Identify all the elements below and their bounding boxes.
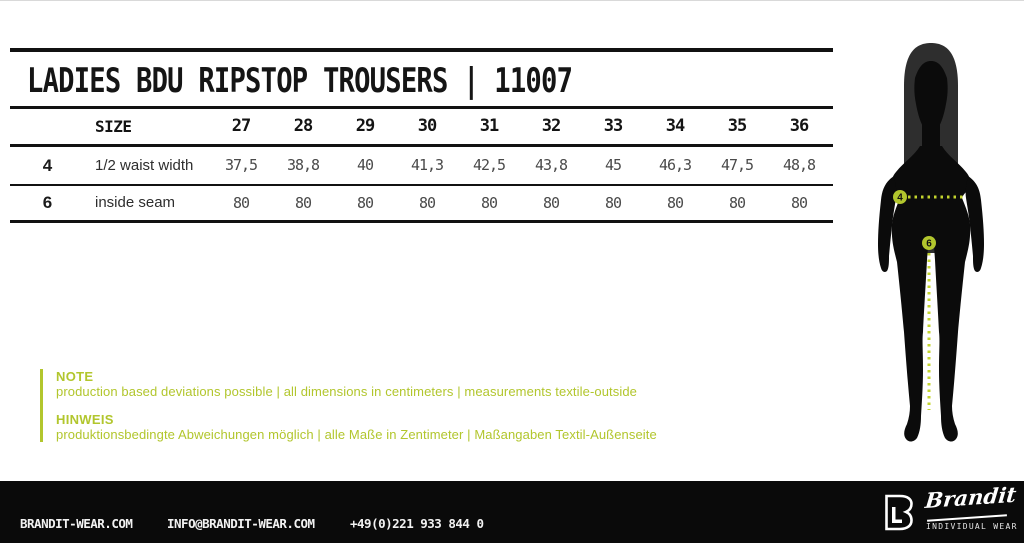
value-cell: 80 [232, 194, 250, 212]
rule-top [10, 48, 833, 52]
inseam-marker-circle [922, 236, 936, 250]
size-header: 34 [665, 116, 685, 136]
value-cell: 48,8 [782, 156, 816, 174]
note-heading-en: NOTE [56, 369, 94, 384]
value-cell: 43,8 [534, 156, 568, 174]
body-silhouette-figure: 4 6 [878, 43, 984, 442]
size-header: 35 [727, 116, 747, 136]
inseam-marker-label: 6 [926, 239, 932, 250]
value-cell: 80 [542, 194, 560, 212]
neck-shape [922, 124, 940, 152]
size-header: 28 [293, 116, 313, 136]
face-shape [914, 61, 948, 137]
notes-section: NOTE production based deviations possibl… [40, 369, 700, 442]
rule-below-title [10, 106, 833, 109]
note-heading-de: HINWEIS [56, 412, 114, 427]
size-header: 31 [479, 116, 499, 136]
body-shape [891, 146, 971, 442]
top-border [0, 0, 1024, 1]
waist-marker-label: 4 [897, 193, 903, 204]
value-cell: 46,3 [658, 156, 692, 174]
footer-website-link[interactable]: BRANDIT-WEAR.COM [20, 516, 133, 531]
value-cell: 42,5 [472, 156, 506, 174]
value-cell: 80 [666, 194, 684, 212]
left-arm-shape [878, 176, 897, 272]
value-cell: 80 [356, 194, 374, 212]
row-label: 1/2 waist width [95, 157, 194, 174]
value-cell: 80 [480, 194, 498, 212]
table-row-inseam: 6 inside seam 80 80 80 80 80 80 80 80 80… [10, 186, 830, 220]
value-cell: 80 [790, 194, 808, 212]
value-cell: 45 [604, 156, 622, 174]
size-header: 30 [417, 116, 437, 136]
brandit-logo-underline [927, 514, 1007, 522]
rule-below-header [10, 144, 833, 147]
table-row-waist: 4 1/2 waist width 37,5 38,8 40 41,3 42,5… [10, 147, 830, 184]
value-cell: 80 [604, 194, 622, 212]
size-header: 27 [231, 116, 251, 136]
header-spacer [10, 109, 85, 144]
size-header: 36 [789, 116, 809, 136]
value-cell: 37,5 [224, 156, 258, 174]
brandit-script-logo: Brandit [924, 481, 1018, 513]
rule-between-rows [10, 184, 833, 186]
value-cell: 80 [418, 194, 436, 212]
value-cell: 40 [356, 156, 374, 174]
size-column-label: SIZE [95, 117, 132, 136]
size-table-header: SIZE 27 28 29 30 31 32 33 34 35 36 [10, 109, 830, 144]
footer-bar: BRANDIT-WEAR.COM INFO@BRANDIT-WEAR.COM +… [0, 481, 1024, 543]
size-header: 33 [603, 116, 623, 136]
right-arm-shape [965, 176, 984, 272]
row-marker-number: 6 [42, 193, 53, 212]
brandit-monogram-icon [885, 494, 913, 531]
footer-phone-link[interactable]: +49(0)221 933 844 0 [350, 516, 484, 531]
value-cell: 41,3 [410, 156, 444, 174]
footer-email-link[interactable]: INFO@BRANDIT-WEAR.COM [167, 516, 315, 531]
waist-marker-circle [893, 190, 907, 204]
size-header: 32 [541, 116, 561, 136]
brandit-tagline: INDIVIDUAL WEAR [926, 522, 1018, 531]
value-cell: 38,8 [286, 156, 320, 174]
note-text-de: produktionsbedingte Abweichungen möglich… [56, 427, 657, 442]
size-header: 29 [355, 116, 375, 136]
note-text-en: production based deviations possible | a… [56, 384, 638, 399]
row-marker-number: 4 [42, 156, 53, 175]
value-cell: 80 [728, 194, 746, 212]
page-title: LADIES BDU RIPSTOP TROUSERS | 11007 [27, 61, 573, 101]
value-cell: 80 [294, 194, 312, 212]
row-label: inside seam [95, 194, 176, 211]
rule-bottom [10, 220, 833, 223]
value-cell: 47,5 [720, 156, 754, 174]
